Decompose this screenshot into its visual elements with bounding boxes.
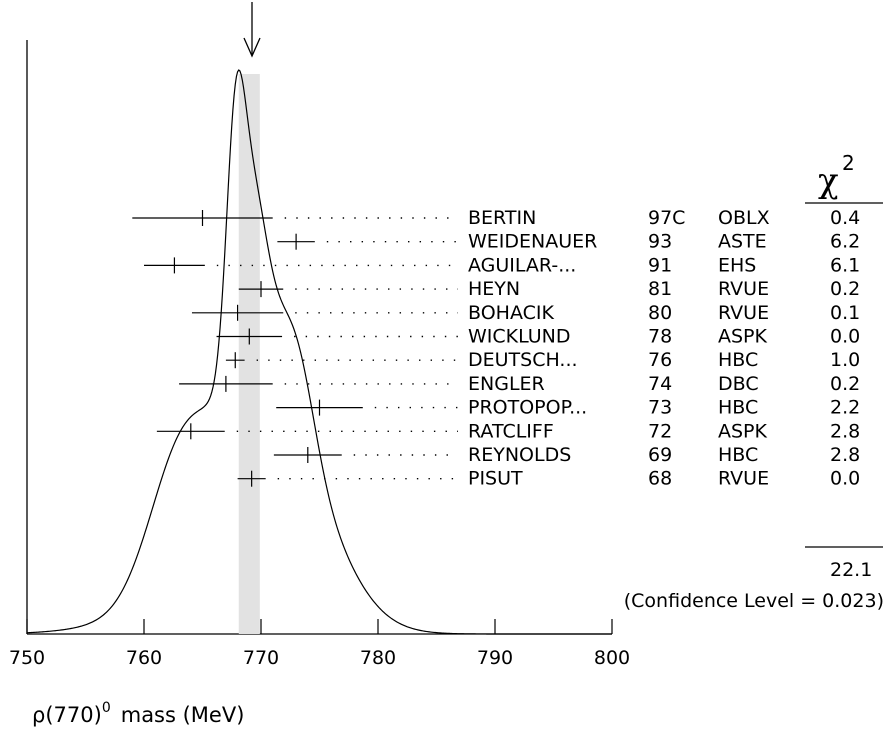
year-bertin: 97C: [648, 207, 685, 229]
chi2-pisut: 0.0: [830, 468, 860, 490]
average-band: [238, 74, 260, 634]
x-tick-label-790: 790: [477, 647, 513, 669]
technique-wicklund: ASPK: [718, 326, 768, 348]
technique-reynolds: HBC: [718, 444, 758, 466]
year-reynolds: 69: [648, 444, 672, 466]
chi2-weidenauer: 6.2: [830, 231, 860, 253]
chi2-ratcliff: 2.8: [830, 420, 860, 442]
year-wicklund: 78: [648, 326, 672, 348]
technique-bertin: OBLX: [718, 207, 770, 229]
chi2-reynolds: 2.8: [830, 444, 860, 466]
confidence-level: (Confidence Level = 0.023): [624, 590, 884, 612]
technique-engler: DBC: [718, 373, 759, 395]
technique-ratcliff: ASPK: [718, 420, 768, 442]
author-aguilar: AGUILAR-...: [468, 254, 576, 276]
author-engler: ENGLER: [468, 373, 545, 395]
x-tick-label-780: 780: [360, 647, 396, 669]
x-tick-label-800: 800: [594, 647, 630, 669]
technique-protopop: HBC: [718, 397, 758, 419]
chi2-wicklund: 0.0: [830, 326, 860, 348]
x-tick-label-760: 760: [126, 647, 162, 669]
chi2-header-sup: 2: [842, 151, 855, 175]
author-heyn: HEYN: [468, 278, 520, 300]
year-weidenauer: 93: [648, 231, 672, 253]
year-heyn: 81: [648, 278, 672, 300]
technique-deutsch: HBC: [718, 349, 758, 371]
author-ratcliff: RATCLIFF: [468, 420, 554, 442]
average-arrow-head: [243, 37, 261, 58]
author-wicklund: WICKLUND: [468, 326, 571, 348]
chi2-header: χ: [818, 161, 839, 201]
chi2-total: 22.1: [830, 559, 872, 581]
year-engler: 74: [648, 373, 672, 395]
technique-aguilar: EHS: [718, 254, 756, 276]
ideogram-curve: [26, 69, 612, 635]
x-axis-title-suffix: mass (MeV): [121, 703, 245, 727]
year-pisut: 68: [648, 468, 672, 490]
chi2-deutsch: 1.0: [830, 349, 860, 371]
year-aguilar: 91: [648, 254, 672, 276]
year-bohacik: 80: [648, 302, 672, 324]
technique-heyn: RVUE: [718, 278, 769, 300]
chi2-bertin: 0.4: [830, 207, 860, 229]
technique-pisut: RVUE: [718, 468, 769, 490]
chi2-aguilar: 6.1: [830, 254, 860, 276]
x-tick-label-770: 770: [243, 647, 279, 669]
x-axis-title-prefix: ρ(770): [32, 703, 102, 727]
year-deutsch: 76: [648, 349, 672, 371]
chi2-protopop: 2.2: [830, 397, 860, 419]
author-bohacik: BOHACIK: [468, 302, 554, 324]
x-axis-title-sup: 0: [102, 700, 111, 716]
technique-bohacik: RVUE: [718, 302, 769, 324]
technique-weidenauer: ASTE: [718, 231, 767, 253]
author-deutsch: DEUTSCH...: [468, 349, 578, 371]
chi2-engler: 0.2: [830, 373, 860, 395]
chi2-bohacik: 0.1: [830, 302, 860, 324]
year-protopop: 73: [648, 397, 672, 419]
author-bertin: BERTIN: [468, 207, 536, 229]
author-pisut: PISUT: [468, 468, 523, 490]
author-reynolds: REYNOLDS: [468, 444, 571, 466]
year-ratcliff: 72: [648, 420, 672, 442]
x-axis-title: ρ(770)0 mass (MeV): [32, 700, 244, 727]
author-protopop: PROTOPOP...: [468, 397, 587, 419]
author-weidenauer: WEIDENAUER: [468, 231, 597, 253]
x-tick-label-750: 750: [9, 647, 45, 669]
chi2-heyn: 0.2: [830, 278, 860, 300]
